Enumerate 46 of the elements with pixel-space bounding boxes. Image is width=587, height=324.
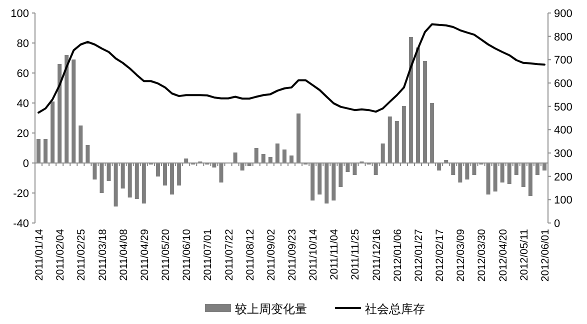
- x-tick-label: 2011/08/12: [244, 228, 256, 281]
- y2-tick-label: 200: [554, 171, 572, 184]
- x-tick-label: 2011/03/18: [96, 228, 109, 281]
- y2-tick-label: 500: [554, 101, 572, 114]
- y2-tick-label: 600: [554, 78, 572, 90]
- y2-tick-label: 0: [554, 218, 560, 230]
- x-tick-label: 2011/07/22: [223, 228, 236, 281]
- x-tick-label: 2011/12/16: [370, 228, 383, 281]
- line-series: [38, 23, 546, 114]
- x-tick-label: 2012/03/09: [455, 228, 468, 282]
- y-tick-label: 0: [22, 158, 29, 170]
- x-tick-label: 2012/02/17: [434, 228, 446, 282]
- x-tick-label: 2011/01/14: [34, 228, 46, 281]
- x-tick-label: 2011/02/04: [54, 228, 67, 281]
- y-tick-label: 100: [10, 8, 29, 20]
- x-tick-label: 2011/04/29: [138, 228, 151, 281]
- x-tick-label: 2012/06/01: [539, 228, 552, 282]
- x-tick-label: 2011/06/10: [181, 228, 194, 281]
- x-tick-label: 2011/05/20: [160, 228, 172, 281]
- y2-tick-label: 700: [554, 54, 572, 67]
- x-tick-label: 2012/05/11: [518, 228, 530, 281]
- y2-tick-label: 300: [554, 148, 572, 160]
- x-tick-label: 2011/10/14: [308, 228, 320, 281]
- y-tick-label: -20: [13, 188, 29, 200]
- y-tick-label: 20: [16, 128, 29, 140]
- x-tick-label: 2011/09/23: [286, 228, 298, 281]
- y-tick-label: 60: [16, 68, 29, 80]
- x-tick-label: 2011/04/08: [118, 228, 130, 281]
- y-tick-label: -40: [13, 218, 29, 230]
- y2-tick-label: 100: [554, 194, 572, 207]
- x-tick-label: 2011/11/25: [350, 228, 362, 280]
- y-tick-label: 80: [16, 38, 29, 50]
- x-tick-label: 2011/07/01: [202, 228, 214, 281]
- x-tick-label: 2012/01/06: [392, 228, 404, 282]
- x-tick-label: 2012/04/20: [497, 228, 510, 282]
- y2-tick-label: 800: [554, 31, 572, 44]
- y2-tick-label: 900: [554, 8, 572, 20]
- x-tick-label: 2011/11/04: [328, 228, 341, 280]
- x-tick-label: 2011/09/02: [265, 228, 278, 281]
- x-tick-label: 2012/01/27: [412, 228, 425, 282]
- x-tick-label: 2012/03/30: [476, 228, 488, 282]
- y-tick-label: 40: [16, 98, 29, 110]
- legend-label: 较上周变化量: [235, 302, 307, 316]
- y2-tick-label: 400: [554, 124, 572, 137]
- x-tick-label: 2011/02/25: [76, 228, 88, 281]
- legend-label: 社会总库存: [365, 302, 425, 316]
